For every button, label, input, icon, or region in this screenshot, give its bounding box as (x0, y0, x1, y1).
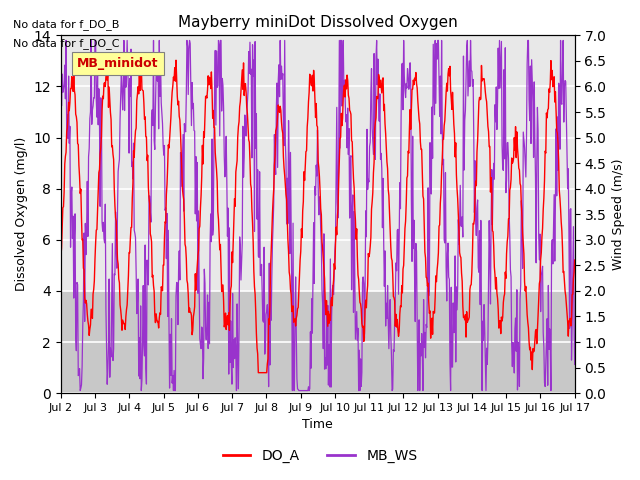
Y-axis label: Dissolved Oxygen (mg/l): Dissolved Oxygen (mg/l) (15, 137, 28, 291)
X-axis label: Time: Time (303, 419, 333, 432)
Y-axis label: Wind Speed (m/s): Wind Speed (m/s) (612, 158, 625, 270)
Title: Mayberry miniDot Dissolved Oxygen: Mayberry miniDot Dissolved Oxygen (178, 15, 458, 30)
Bar (61, 291, 575, 393)
Legend: DO_A, MB_WS: DO_A, MB_WS (217, 443, 423, 468)
Text: No data for f_DO_C: No data for f_DO_C (13, 38, 119, 49)
Text: No data for f_DO_B: No data for f_DO_B (13, 19, 119, 30)
